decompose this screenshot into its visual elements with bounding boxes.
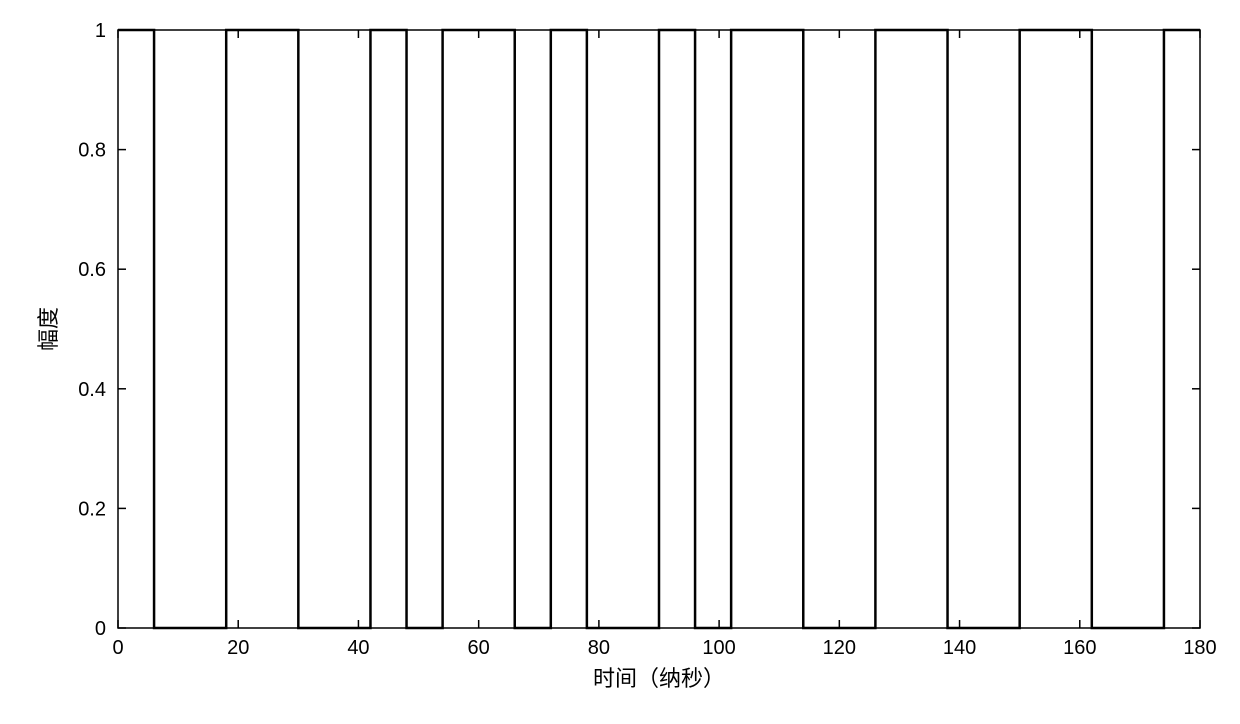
x-tick-label: 140 <box>943 637 976 659</box>
y-tick-label: 0.2 <box>78 498 106 520</box>
x-tick-label: 180 <box>1183 637 1216 659</box>
x-tick-label: 100 <box>702 637 735 659</box>
x-tick-label: 120 <box>823 637 856 659</box>
y-tick-label: 0.8 <box>78 140 106 162</box>
x-tick-label: 160 <box>1063 637 1096 659</box>
y-axis-label: 幅度 <box>36 307 61 351</box>
x-tick-label: 40 <box>347 637 369 659</box>
x-tick-label: 0 <box>112 637 123 659</box>
y-tick-label: 0.4 <box>78 379 106 401</box>
x-tick-label: 80 <box>588 637 610 659</box>
y-tick-label: 1 <box>95 20 106 42</box>
x-tick-label: 60 <box>468 637 490 659</box>
square-wave-chart: 0 20 40 60 80 100 120 140 160 180 0 0.2 0.4 0.6 0.8 1 时间… <box>0 0 1240 724</box>
x-axis-label: 时间（纳秒） <box>593 666 725 691</box>
x-tick-label: 20 <box>227 637 249 659</box>
y-tick-label: 0.6 <box>78 259 106 281</box>
y-tick-label: 0 <box>95 618 106 640</box>
